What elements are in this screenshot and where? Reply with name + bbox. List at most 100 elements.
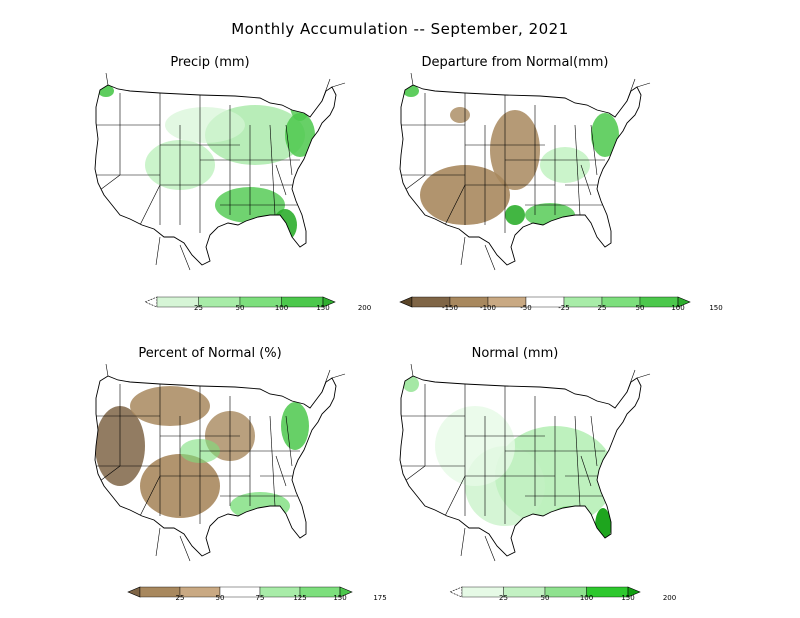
colorbar-tick-label: 25 (597, 304, 607, 312)
normal-panel-title: Normal (mm) (471, 346, 559, 361)
colorbar-low-arrow (144, 296, 158, 308)
border-line (460, 527, 466, 557)
colorbar-tick-label: 25 (499, 594, 508, 602)
border-line (321, 78, 331, 102)
border-line (636, 82, 651, 88)
colorbar-segment (156, 296, 199, 308)
colorbar-tick-label: 50 (540, 594, 550, 602)
1-colorbar-svg (399, 296, 691, 308)
precip-map (94, 72, 346, 271)
border-line (626, 369, 636, 393)
colorbar-segment (601, 296, 641, 308)
country-outline (399, 375, 642, 557)
border-line (410, 72, 414, 86)
shading-region (273, 209, 297, 241)
colorbar-low-arrow (127, 586, 141, 598)
state-boundary (269, 124, 276, 216)
colorbar-segment (461, 586, 504, 598)
departure-map (399, 72, 651, 271)
colorbar-segment (503, 586, 546, 598)
country-outline (399, 84, 642, 266)
shading-region (591, 113, 619, 157)
colorbar-tick-label: 100 (274, 304, 289, 312)
colorbar-high-arrow (627, 586, 641, 598)
colorbar-tick-label: 175 (373, 594, 387, 602)
departure-panel-title: Departure from Normal(mm) (421, 55, 609, 70)
shading-region (435, 406, 515, 486)
3-colorbar-svg (449, 586, 641, 598)
shading-region (130, 386, 210, 426)
state-boundary (275, 164, 287, 196)
colorbar-tick-label: 200 (662, 594, 677, 602)
state-boundary (99, 465, 121, 482)
colorbar-tick-label: 25 (194, 304, 203, 312)
border-line (179, 535, 191, 562)
colorbar-tick-label: 50 (215, 594, 225, 602)
border-line (321, 369, 331, 393)
state-boundary (590, 124, 598, 176)
border-line (626, 78, 636, 102)
shading-region (450, 107, 470, 123)
normal-colorbar: 25 50 100 150 200 (449, 582, 676, 602)
colorbar-tick-label: -25 (558, 304, 570, 312)
country-outline (94, 84, 337, 266)
percent-colorbar: 25 50 75 125 150 175 (127, 582, 387, 602)
colorbar-tick-label: -100 (480, 304, 496, 312)
state-boundary (574, 415, 581, 507)
colorbar-tick-label: 150 (709, 304, 723, 312)
colorbar-tick-label: 100 (671, 304, 685, 312)
precip-shading (96, 85, 315, 241)
state-boundary (444, 184, 466, 226)
colorbar-tick-label: 75 (255, 594, 265, 602)
state-boundary (139, 184, 161, 226)
colorbar-segment (219, 586, 261, 598)
colorbar-tick-label: 200 (357, 304, 372, 312)
colorbar-tick-label: -50 (520, 304, 532, 312)
departure-panel: Departure from Normal(mm) (365, 55, 665, 305)
precip-panel: Precip (mm) (60, 55, 360, 305)
percent-panel-title: Percent of Normal (%) (138, 346, 282, 361)
percent-map (94, 363, 346, 562)
state-boundary (444, 475, 466, 517)
colorbar-tick-label: 100 (579, 594, 594, 602)
border-line (105, 363, 109, 377)
colorbar-high-arrow (322, 296, 336, 308)
colorbar-low-arrow (399, 296, 413, 308)
percent-panel: Percent of Normal (%) (60, 346, 360, 596)
precip-colorbar: 25 50 100 150 200 (144, 292, 371, 312)
border-line (105, 72, 109, 86)
border-line (331, 373, 346, 379)
normal-shading (401, 376, 615, 546)
shading-region (505, 205, 525, 225)
shading-region (540, 147, 590, 183)
border-line (460, 236, 466, 266)
border-line (484, 244, 496, 271)
colorbar-high-arrow (339, 586, 353, 598)
shading-region (285, 113, 315, 157)
departure-shading (401, 85, 619, 233)
shading-region (545, 506, 595, 546)
state-boundary (269, 415, 276, 507)
shading-region (403, 376, 419, 392)
state-boundary (285, 124, 293, 176)
state-boundary (139, 475, 161, 517)
border-line (155, 527, 161, 557)
border-line (331, 82, 346, 88)
state-boundary (99, 174, 121, 191)
colorbar-tick-label: 150 (316, 304, 330, 312)
shading-region (281, 402, 309, 450)
2-colorbar-svg (127, 586, 353, 598)
main-title: Monthly Accumulation -- September, 2021 (231, 20, 569, 38)
colorbar-tick-label: 25 (175, 594, 185, 602)
departure-colorbar: -150 -100 -50 -25 25 50 100 150 (399, 292, 723, 312)
state-boundary (590, 415, 598, 467)
normal-panel: Normal (mm) (365, 346, 665, 596)
colorbar-tick-label: 150 (333, 594, 347, 602)
state-boundary (404, 465, 426, 482)
border-line (179, 244, 191, 271)
border-line (484, 535, 496, 562)
colorbar-tick-label: 50 (635, 304, 645, 312)
precip-panel-title: Precip (mm) (170, 55, 250, 70)
state-boundary (580, 455, 592, 487)
country-outline (94, 375, 337, 557)
